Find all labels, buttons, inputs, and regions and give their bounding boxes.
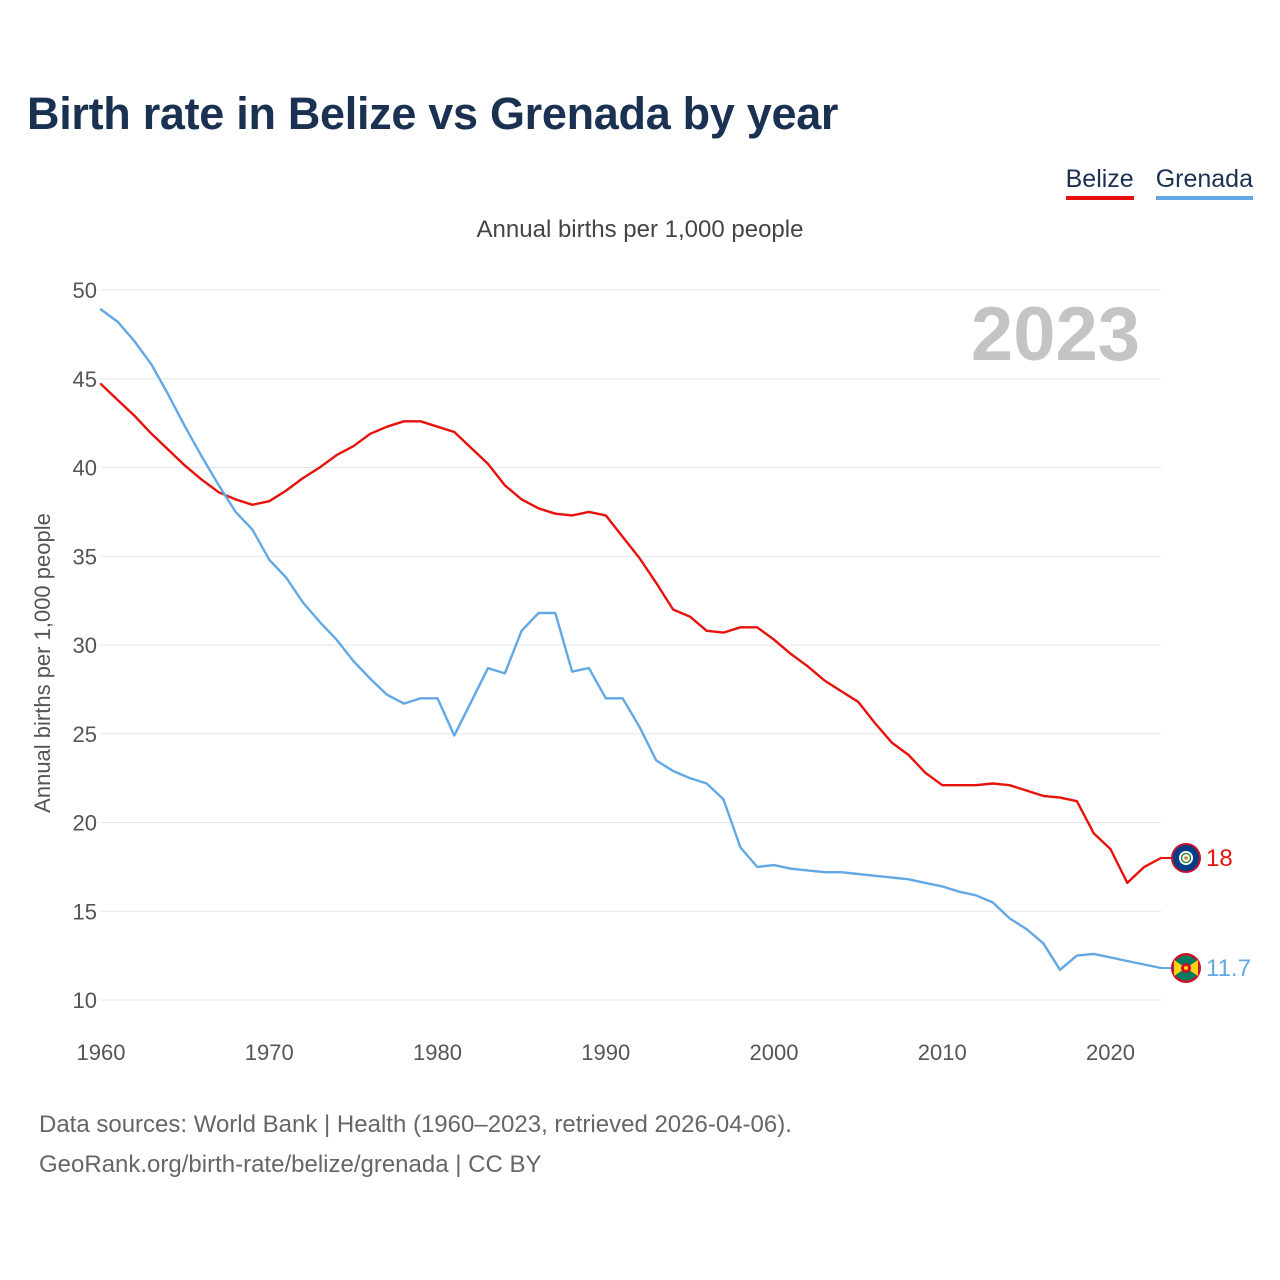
- y-tick-label: 10: [73, 988, 97, 1013]
- x-tick-label: 1990: [581, 1040, 630, 1065]
- y-tick-label: 50: [73, 278, 97, 303]
- series-line-grenada[interactable]: [99, 308, 1163, 971]
- x-tick-label: 1980: [413, 1040, 462, 1065]
- series-line-belize[interactable]: [99, 382, 1163, 885]
- legend: Belize Grenada: [1065, 165, 1253, 200]
- grid-layer: [101, 289, 1161, 1001]
- belize-flag-icon: [1171, 843, 1201, 873]
- y-tick-label: 30: [73, 633, 97, 658]
- data-sources: Data sources: World Bank | Health (1960–…: [39, 1111, 792, 1138]
- y-tick-label: 25: [73, 722, 97, 747]
- end-marker-layer: 18 11.7: [1161, 843, 1251, 984]
- end-value-label-grenada: 11.7: [1206, 955, 1251, 982]
- end-value-label-belize: 18: [1206, 845, 1233, 872]
- footer: Data sources: World Bank | Health (1960–…: [39, 1105, 792, 1185]
- source-link[interactable]: GeoRank.org/birth-rate/belize/grenada | …: [39, 1151, 542, 1178]
- series-layer: [99, 308, 1163, 971]
- y-axis-label: Annual births per 1,000 people: [30, 513, 55, 813]
- legend-item-grenada[interactable]: Grenada: [1155, 165, 1253, 200]
- y-tick-label: 20: [73, 811, 97, 836]
- y-tick-label: 15: [73, 899, 97, 924]
- y-tick-label: 45: [73, 367, 97, 392]
- chart-subtitle: Annual births per 1,000 people: [476, 216, 804, 243]
- axis-layer: 10 15 20 25 30 35 40 45 50 1960 1970 1980 1990 2000 20…: [30, 278, 1135, 1065]
- x-tick-label: 2020: [1086, 1040, 1135, 1065]
- year-watermark: 2023: [971, 292, 1140, 377]
- x-tick-label: 2000: [750, 1040, 799, 1065]
- x-tick-label: 2010: [918, 1040, 967, 1065]
- chart-title: Birth rate in Belize vs Grenada by year: [27, 88, 839, 139]
- grenada-flag-icon: [1171, 953, 1201, 984]
- legend-item-belize[interactable]: Belize: [1065, 165, 1134, 200]
- x-tick-label: 1970: [245, 1040, 294, 1065]
- y-tick-label: 40: [73, 456, 97, 481]
- y-tick-label: 35: [73, 544, 97, 569]
- x-tick-label: 1960: [77, 1040, 126, 1065]
